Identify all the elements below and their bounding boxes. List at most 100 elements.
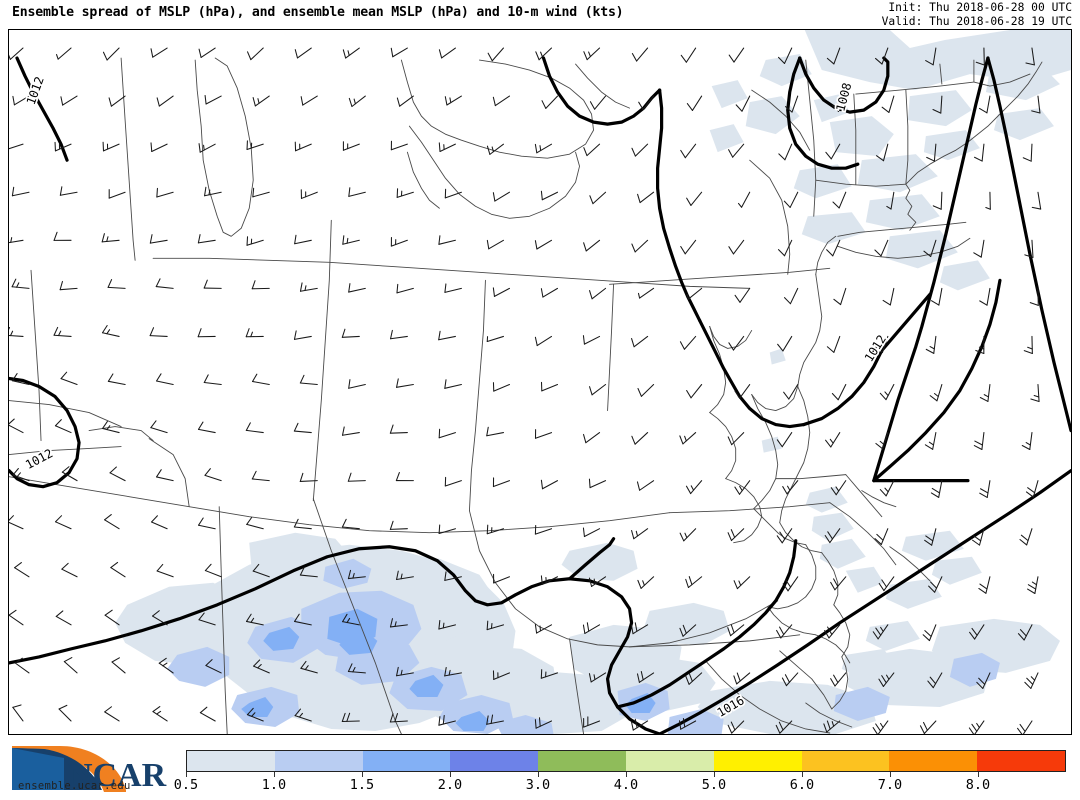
colorbar-tick-label: 5.0 — [701, 777, 727, 793]
colorbar-tickmark — [626, 772, 627, 777]
wind-barb — [631, 239, 649, 253]
wind-barb — [11, 278, 30, 289]
colorbar-segment — [538, 751, 626, 771]
colorbar-segment — [274, 751, 363, 771]
wind-barb — [971, 528, 985, 546]
wind-barb — [540, 575, 559, 585]
logo-blue-block — [12, 748, 64, 790]
logo-wordmark: NCAR — [68, 757, 167, 794]
wind-barb — [293, 422, 312, 434]
wind-barb — [389, 520, 408, 530]
wind-barb — [246, 516, 264, 530]
wind-barb — [204, 186, 222, 197]
wind-barb — [60, 95, 78, 106]
wind-barb — [727, 624, 745, 637]
colorbar-tick-label: 7.0 — [877, 777, 903, 793]
wind-barb — [245, 422, 264, 434]
wind-barb — [976, 672, 991, 689]
wind-barb — [108, 95, 126, 107]
wind-barb — [728, 47, 745, 63]
geography-layer — [9, 57, 1043, 734]
wind-barb — [14, 657, 30, 674]
wind-barb — [101, 324, 120, 337]
wind-barb — [679, 432, 697, 445]
wind-barb — [1030, 383, 1040, 403]
wind-barb — [686, 287, 703, 300]
wind-barb — [631, 47, 649, 62]
wind-barb — [492, 670, 510, 680]
wind-barb — [152, 706, 168, 722]
wind-barb — [342, 235, 360, 245]
wind-barb — [588, 478, 607, 489]
wind-barb — [826, 335, 841, 353]
wind-barb — [540, 287, 559, 298]
wind-barb — [55, 515, 72, 530]
colorbar-swatches[interactable] — [186, 750, 1066, 772]
wind-barb — [832, 191, 847, 209]
wind-barb — [926, 143, 937, 162]
wind-barb — [919, 720, 937, 734]
wind-barb — [492, 382, 510, 392]
wind-barb — [493, 573, 510, 584]
wind-barb — [928, 576, 943, 593]
wind-barb — [540, 669, 559, 679]
wind-barb — [872, 624, 889, 640]
wind-barb — [824, 528, 841, 544]
wind-barb — [486, 620, 504, 631]
wind-barb — [438, 235, 456, 245]
wind-barb — [679, 624, 697, 637]
wind-barb — [156, 187, 174, 198]
wind-barb — [879, 383, 895, 401]
wind-barb — [59, 186, 78, 196]
wind-barb — [830, 480, 847, 496]
wind-barb — [438, 620, 456, 630]
wind-barb — [978, 95, 991, 114]
wind-barb — [881, 95, 895, 113]
wind-barb — [1024, 239, 1034, 258]
wind-barb — [1023, 335, 1033, 354]
wind-barb — [487, 47, 504, 62]
wind-barb — [785, 95, 799, 113]
wind-barb — [348, 95, 366, 108]
wind-barb — [444, 666, 462, 677]
wind-barb — [60, 371, 78, 386]
wind-barb — [589, 287, 607, 300]
colorbar-tick-label: 1.0 — [261, 777, 287, 793]
wind-barb — [486, 143, 504, 155]
wind-barb — [390, 47, 408, 58]
wind-barb — [111, 657, 126, 674]
wind-barb — [825, 432, 841, 448]
wind-barb — [824, 624, 841, 639]
wind-barb — [492, 287, 510, 297]
wind-barb — [158, 657, 174, 674]
wind-barb — [728, 335, 745, 351]
colorbar[interactable]: 0.5 1.0 1.5 2.0 3.0 4.0 5.0 6.0 7.0 8.0 — [174, 750, 1066, 796]
valid-time: Valid: Thu 2018-06-28 19 UTC — [881, 14, 1072, 28]
wind-barb — [975, 335, 985, 354]
wind-barb — [775, 720, 793, 734]
wind-barb — [486, 714, 504, 725]
wind-barb — [1019, 528, 1033, 546]
wind-barb — [150, 142, 168, 152]
wind-barb — [540, 381, 559, 392]
wind-barb — [396, 378, 414, 388]
map-canvas[interactable]: 1012 1012 1012 1008 1016 — [8, 29, 1072, 735]
wind-barb — [438, 330, 456, 341]
logo-url-text: ensemble.ucar.edu — [18, 780, 131, 792]
wind-barb — [396, 188, 414, 198]
wind-barb — [486, 426, 504, 437]
wind-barb — [348, 379, 366, 389]
ncar-logo[interactable]: NCAR — [8, 740, 168, 796]
wind-barb — [979, 383, 991, 402]
wind-barb — [1029, 287, 1039, 306]
wind-barb — [879, 480, 895, 497]
wind-barb — [252, 95, 270, 107]
wind-barb — [9, 237, 24, 244]
wind-barb — [199, 706, 216, 722]
wind-barb — [9, 143, 24, 150]
colorbar-segment — [889, 751, 978, 771]
wind-barb — [56, 47, 72, 60]
wind-barb — [922, 624, 937, 642]
wind-barb — [540, 479, 559, 490]
